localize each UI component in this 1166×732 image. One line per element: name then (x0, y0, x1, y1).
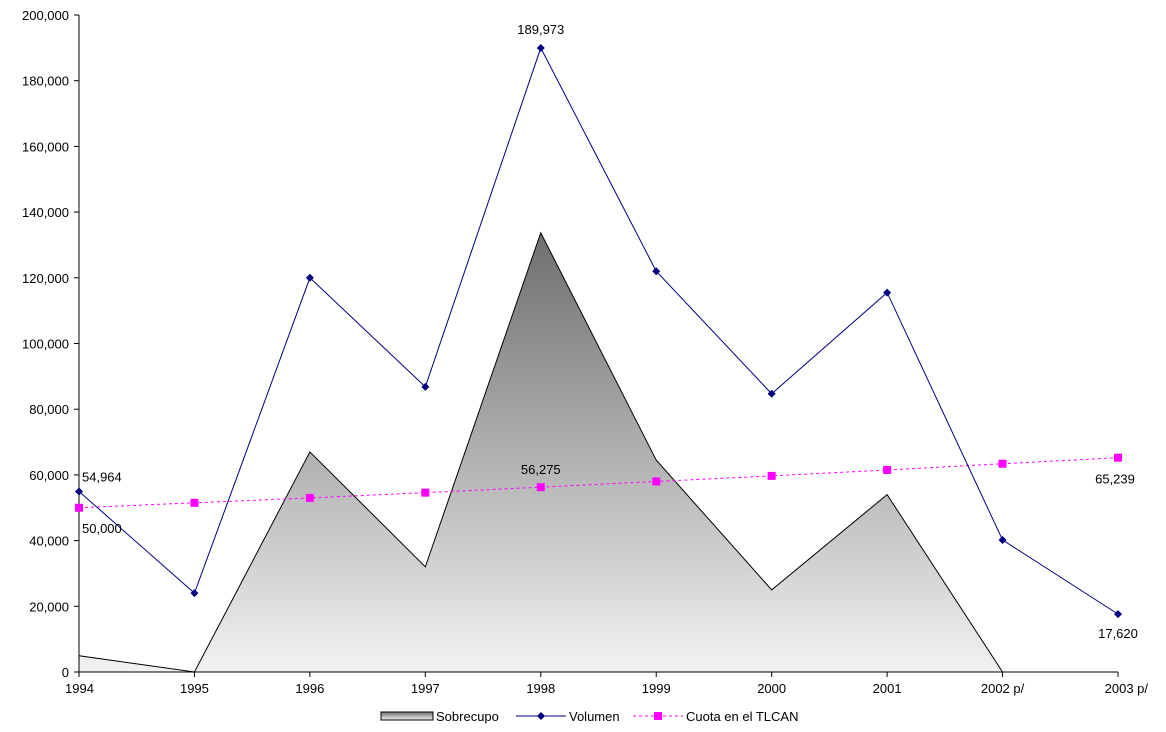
data-label: 54,964 (82, 469, 122, 484)
legend-label-sobrecupo: Sobrecupo (436, 709, 499, 724)
series-line (78, 457, 1119, 509)
y-tick-label: 200,000 (22, 8, 69, 23)
y-tick-label: 100,000 (22, 337, 69, 352)
volumen-point (536, 43, 545, 52)
series-lines (75, 43, 1122, 619)
x-tick-label: 1998 (526, 681, 555, 696)
legend-marker-cuota (654, 712, 662, 720)
volumen-point (75, 487, 83, 496)
volumen-point (767, 389, 776, 398)
cuota-point (1114, 453, 1122, 462)
volumen-point (883, 288, 892, 297)
y-tick-label: 80,000 (29, 402, 69, 417)
x-tick-label: 1995 (180, 681, 209, 696)
data-label: 50,000 (82, 521, 122, 536)
cuota-point (652, 477, 661, 486)
cuota-point (536, 483, 545, 492)
volumen-point (1114, 610, 1122, 619)
x-tick-label: 1994 (65, 681, 94, 696)
x-tick-label: 2001 (873, 681, 902, 696)
legend-swatch-sobrecupo (380, 711, 434, 721)
data-label: 65,239 (1095, 472, 1135, 487)
x-tick-label: 2002 p/ (981, 681, 1025, 696)
data-label: 17,620 (1098, 626, 1138, 641)
volumen-point (190, 589, 199, 598)
volumen-point (652, 267, 661, 276)
data-label: 189,973 (517, 22, 564, 37)
y-tick-label: 180,000 (22, 74, 69, 89)
axes: 0 20,000 40,000 60,000 80,000 100,000 120,000 1… (22, 8, 1148, 696)
data-label: 56,275 (521, 462, 561, 477)
series-line (78, 46, 1119, 615)
x-tick-label: 1996 (295, 681, 324, 696)
cuota-point (75, 503, 83, 512)
legend-label-volumen: Volumen (569, 709, 620, 724)
cuota-point (883, 465, 892, 474)
y-tick-label: 120,000 (22, 271, 69, 286)
volumen-point (305, 273, 314, 282)
y-tick-label: 40,000 (29, 534, 69, 549)
cuota-point (305, 493, 314, 502)
x-tick-label: 1999 (642, 681, 671, 696)
legend: Sobrecupo Volumen Cuota en el TLCAN (380, 709, 799, 724)
legend-marker-volumen (537, 712, 545, 720)
y-tick-label: 20,000 (29, 599, 69, 614)
volumen-point (998, 535, 1007, 544)
data-labels: 54,964 189,973 17,620 50,000 56,275 65,239 (82, 22, 1138, 641)
cuota-point (190, 498, 199, 507)
y-tick-label: 60,000 (29, 468, 69, 483)
cuota-point (421, 488, 430, 497)
y-tick-label: 140,000 (22, 205, 69, 220)
x-tick-label: 2000 (757, 681, 786, 696)
cuota-point (998, 459, 1007, 468)
legend-label-cuota: Cuota en el TLCAN (686, 709, 799, 724)
x-tick-label: 2003 p/ (1105, 681, 1149, 696)
y-tick-label: 0 (62, 665, 69, 680)
volumen-point (421, 382, 430, 391)
cuota-point (767, 471, 776, 480)
x-tick-label: 1997 (411, 681, 440, 696)
y-tick-label: 160,000 (22, 139, 69, 154)
